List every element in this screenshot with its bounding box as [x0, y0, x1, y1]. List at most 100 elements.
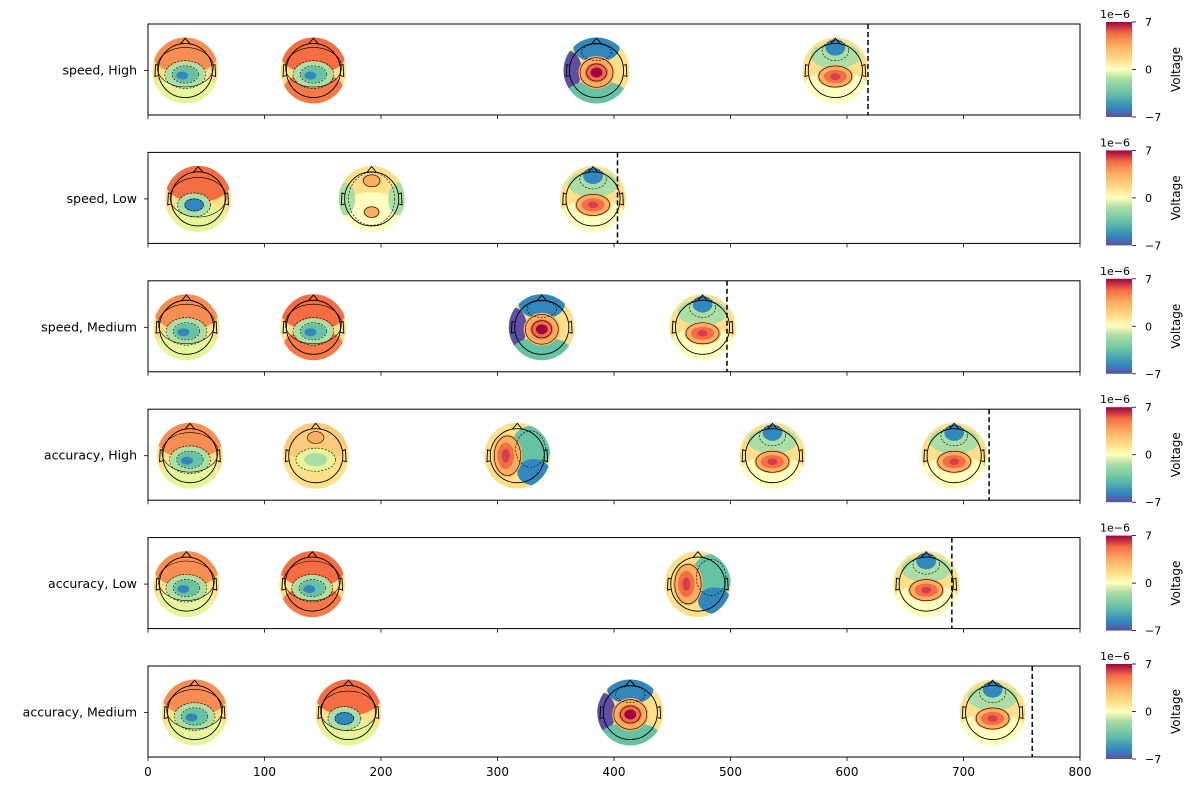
left-ear: [510, 320, 515, 334]
left-ear: [282, 63, 287, 78]
colorbar-exponent: 1e−6: [1100, 136, 1130, 149]
head-outline: [744, 428, 800, 484]
topomap: [165, 165, 232, 232]
row-1: speed, Low 7 0 −7 1e−6 Voltage: [67, 136, 1183, 252]
right-ear: [375, 705, 380, 720]
left-ear: [895, 577, 900, 591]
left-ear: [486, 449, 491, 463]
colorbar-exponent: 1e−6: [1100, 265, 1130, 278]
colorbar-tick-label: −7: [1145, 111, 1161, 124]
left-ear: [961, 705, 966, 720]
row-label: accuracy, Low: [48, 576, 137, 591]
right-ear: [619, 192, 624, 206]
right-ear: [398, 192, 403, 206]
left-ear: [281, 577, 286, 591]
left-ear: [317, 705, 322, 720]
head-outline: [288, 428, 344, 484]
left-ear: [923, 449, 928, 463]
topomap: [802, 37, 869, 104]
colorbar-label: Voltage: [1169, 175, 1183, 220]
nose: [181, 551, 192, 558]
topomap: [959, 679, 1026, 746]
row-label: accuracy, Medium: [23, 705, 137, 720]
head-outline: [898, 556, 954, 612]
right-ear: [729, 320, 734, 334]
nose: [536, 294, 548, 302]
colorbar-tick-label: 0: [1145, 192, 1152, 205]
x-tick-label: 700: [952, 765, 975, 779]
nose: [192, 165, 204, 173]
colorbar-tick-label: −7: [1145, 496, 1161, 509]
colorbar-tick-label: 7: [1145, 144, 1152, 157]
right-ear: [981, 449, 986, 463]
right-ear: [657, 705, 662, 720]
topomap: [315, 679, 382, 746]
nose: [308, 294, 319, 302]
nose: [587, 165, 599, 173]
colorbar-tick-label: 0: [1145, 706, 1152, 719]
head-outline: [158, 556, 214, 612]
right-ear: [544, 449, 549, 463]
topomap: [280, 294, 347, 361]
colorbar-gradient: [1106, 278, 1132, 374]
head-outline: [284, 556, 340, 612]
x-tick-label: 0: [144, 765, 152, 779]
head-outline: [489, 428, 545, 484]
left-ear: [562, 192, 567, 206]
colorbar: 7 0 −7 1e−6 Voltage: [1100, 8, 1183, 124]
left-ear: [155, 320, 160, 334]
x-tick-label: 500: [719, 765, 742, 779]
right-ear: [212, 63, 217, 78]
colorbar-exponent: 1e−6: [1100, 393, 1130, 406]
left-ear: [565, 63, 570, 78]
right-ear: [568, 320, 573, 334]
right-ear: [953, 577, 958, 591]
colorbar-tick-label: −7: [1145, 753, 1161, 766]
nose: [830, 37, 841, 45]
nose: [181, 294, 192, 302]
nose: [184, 422, 196, 430]
right-ear: [213, 320, 218, 334]
right-ear: [623, 63, 628, 78]
colorbar-tick-label: 0: [1145, 64, 1152, 77]
head-outline: [157, 42, 213, 99]
left-ear: [804, 63, 809, 78]
topomap: [921, 422, 988, 489]
nose: [308, 37, 319, 45]
head-outline: [565, 171, 621, 227]
x-tick-label: 100: [253, 765, 276, 779]
row-4: accuracy, Low 7 0 −7 1e−6 Voltage: [48, 522, 1183, 638]
nose: [179, 37, 191, 45]
head-outline: [162, 428, 218, 484]
colorbar-label: Voltage: [1169, 561, 1183, 606]
row-2: speed, Medium 7 0 −7 1e−6 Voltage: [41, 265, 1183, 381]
row-label: accuracy, High: [44, 448, 137, 463]
head-outline: [514, 299, 570, 355]
colorbar: 7 0 −7 1e−6 Voltage: [1100, 393, 1183, 509]
right-ear: [340, 320, 345, 334]
row-3: accuracy, High 7 0 −7 1e−6 Voltage: [44, 393, 1183, 509]
right-ear: [1019, 705, 1024, 720]
colorbar-exponent: 1e−6: [1100, 8, 1130, 21]
head-outline: [167, 684, 223, 741]
head-outline: [285, 42, 341, 99]
nose: [366, 165, 378, 173]
left-ear: [340, 192, 345, 206]
left-ear: [741, 449, 746, 463]
left-ear: [667, 577, 671, 591]
topomap: [282, 422, 349, 489]
rows-layer: speed, High 7 0 −7 1e−6 Voltage speed, Low 7 0 −7…: [23, 8, 1183, 766]
head-outline: [675, 299, 731, 355]
nose: [310, 422, 322, 430]
head-outline: [965, 684, 1021, 741]
left-ear: [159, 449, 164, 463]
x-tick-label: 800: [1069, 765, 1092, 779]
topomap: [161, 679, 228, 746]
topomap: [152, 37, 219, 104]
colorbar-gradient: [1106, 664, 1132, 759]
topomap: [156, 422, 223, 489]
colorbar: 7 0 −7 1e−6 Voltage: [1100, 136, 1183, 252]
head-outline: [670, 556, 726, 612]
right-ear: [221, 705, 226, 720]
